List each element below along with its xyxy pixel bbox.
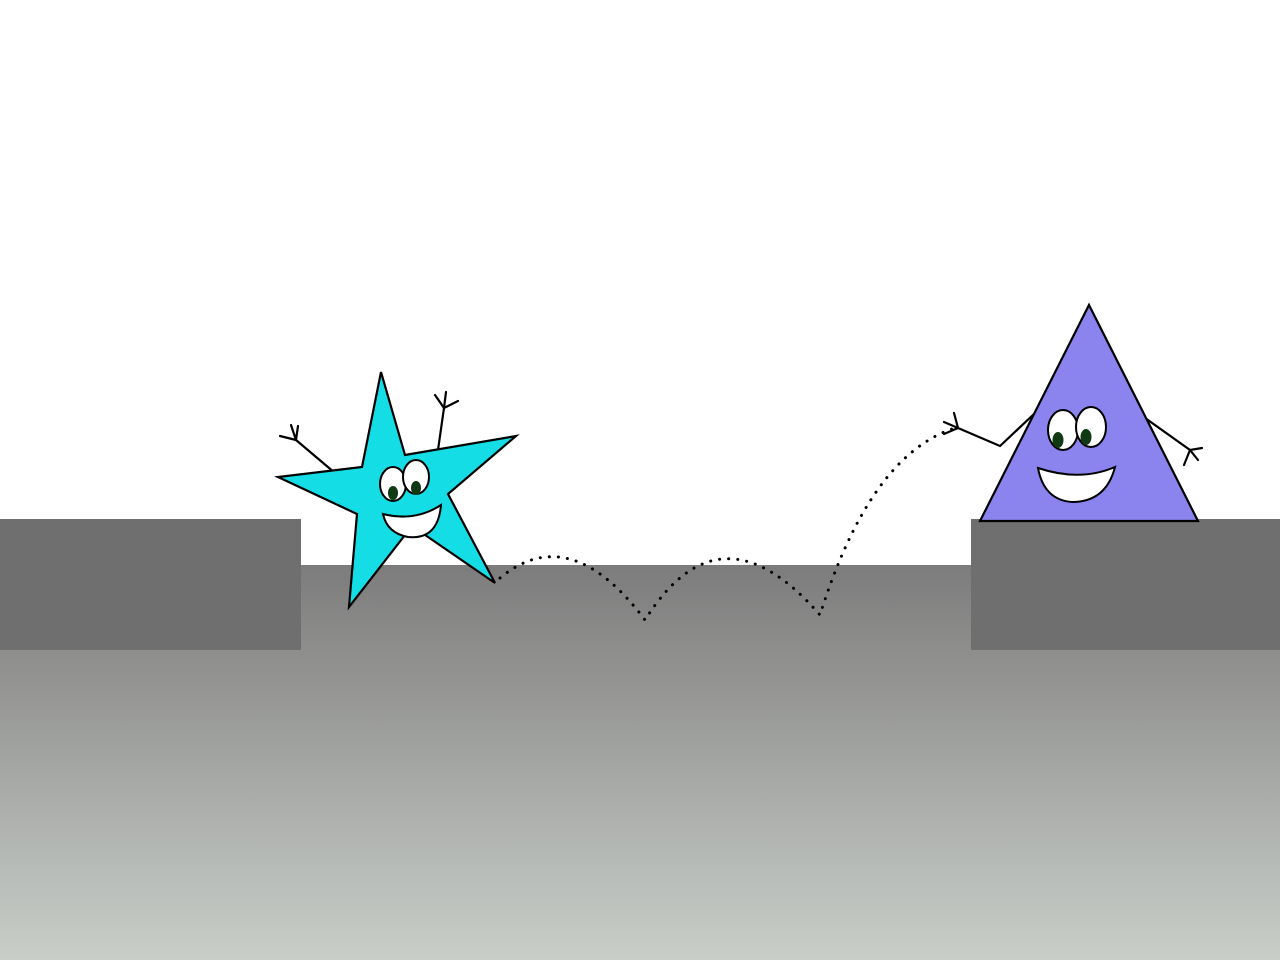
triangle-eyes <box>1047 406 1107 451</box>
star-character <box>274 371 520 611</box>
right-ledge <box>971 519 1280 650</box>
star-eyes <box>379 459 430 502</box>
triangle-left-arm <box>942 411 1036 448</box>
triangle-mouth <box>1036 465 1117 504</box>
bounce-path <box>498 426 957 623</box>
left-ledge <box>0 519 301 650</box>
star-mouth <box>381 503 443 539</box>
triangle-character <box>942 302 1204 523</box>
star-right-arm <box>433 390 460 452</box>
